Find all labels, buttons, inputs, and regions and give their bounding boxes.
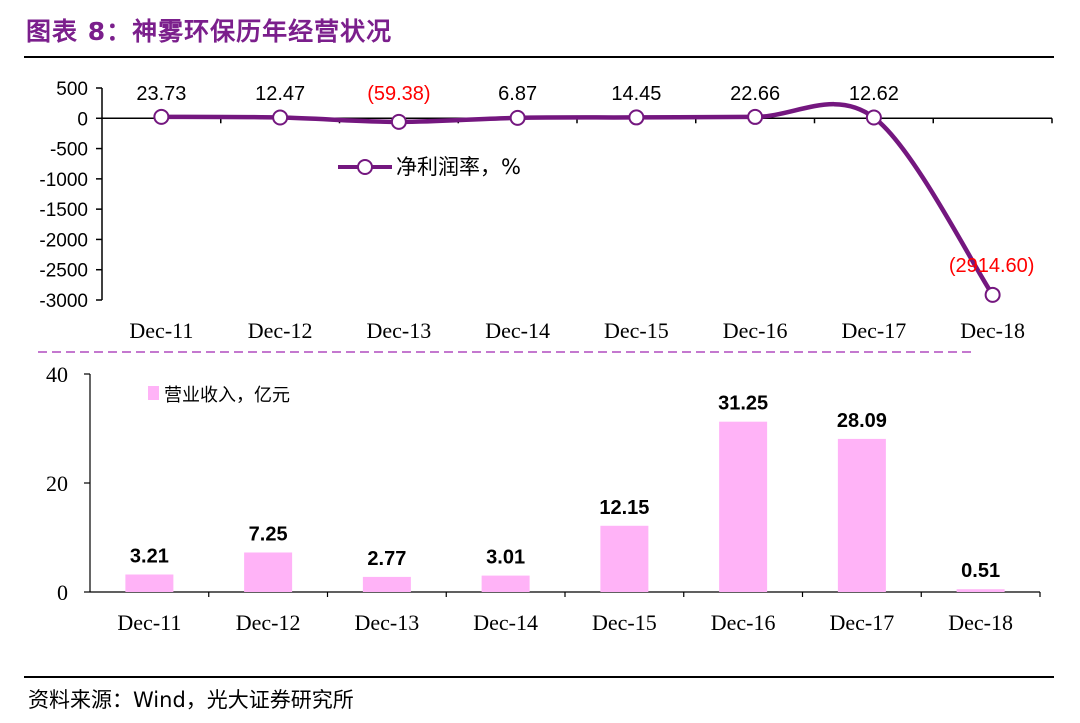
net-margin-line-chart: 500 0 -500 -1000 -1500 -2000 -2500 -3000 Dec-11… [39, 79, 1053, 343]
bar-x-tick-label: Dec-14 [473, 610, 538, 635]
revenue-bar [719, 421, 768, 592]
line-y-axis: 500 0 -500 -1000 -1500 -2000 -2500 -3000 [39, 79, 103, 312]
revenue-bar [837, 438, 886, 592]
net-margin-data-label: (59.38) [367, 83, 430, 105]
figure-title: 图表 8：神雾环保历年经营状况 [26, 17, 393, 46]
bar-y-tick-label: 40 [46, 362, 68, 387]
revenue-data-label: 0.51 [961, 560, 1000, 582]
line-x-tick-label: Dec-12 [248, 318, 313, 343]
revenue-bar [125, 574, 174, 592]
bar-x-tick-label: Dec-18 [948, 610, 1013, 635]
line-y-tick-label: -3000 [39, 291, 88, 312]
net-margin-data-label: 22.66 [730, 83, 780, 105]
revenue-bar [362, 576, 411, 592]
net-margin-point [272, 109, 289, 126]
source-rule [24, 676, 1054, 678]
source-note: 资料来源：Wind，光大证券研究所 [28, 688, 354, 712]
bar-x-tick-label: Dec-17 [830, 610, 895, 635]
bar-x-tick-label: Dec-16 [711, 610, 776, 635]
revenue-data-label: 3.21 [130, 546, 169, 568]
net-margin-point [984, 286, 1001, 303]
revenue-data-label: 31.25 [718, 393, 768, 415]
line-x-tick-label: Dec-13 [367, 318, 432, 343]
net-margin-point [628, 109, 645, 126]
line-y-tick-label: -500 [50, 140, 88, 161]
net-margin-point [747, 108, 764, 125]
revenue-bar [244, 552, 293, 592]
bar-x-axis: Dec-11 Dec-12 Dec-13 Dec-14 Dec-15 Dec-16 Dec-… [90, 591, 1041, 635]
line-x-axis: Dec-11 Dec-12 Dec-13 Dec-14 Dec-15 Dec-16 Dec-… [102, 117, 1053, 343]
bar-y-axis: 40 20 0 [46, 362, 91, 605]
revenue-data-labels: 3.21 7.25 2.77 3.01 12.15 31.25 28.09 0.51 [130, 393, 1000, 583]
revenue-data-label: 12.15 [599, 497, 649, 519]
net-margin-data-label: 12.47 [255, 83, 305, 105]
bar-y-tick-label: 20 [46, 471, 68, 496]
net-margin-data-label: 12.62 [849, 83, 899, 105]
net-margin-point [509, 109, 526, 126]
line-x-tick-label: Dec-17 [842, 318, 907, 343]
line-y-tick-label: 500 [56, 79, 88, 100]
revenue-bar [600, 525, 649, 592]
legend-bar-swatch [148, 386, 159, 400]
bar-x-tick-label: Dec-13 [355, 610, 420, 635]
legend-marker-swatch [357, 159, 373, 175]
bar-y-tick-label: 0 [57, 580, 68, 605]
legend-label-net-margin: 净利润率，% [396, 155, 521, 179]
line-y-tick-label: -2500 [39, 261, 88, 282]
bar-x-tick-label: Dec-11 [117, 610, 181, 635]
net-margin-series [153, 101, 1001, 303]
line-x-tick-label: Dec-14 [485, 318, 550, 343]
line-y-tick-label: -2000 [39, 230, 88, 251]
net-margin-data-label: 6.87 [498, 83, 537, 105]
revenue-series [125, 421, 1005, 592]
bar-legend: 营业收入，亿元 [148, 385, 290, 406]
legend-label-revenue: 营业收入，亿元 [164, 385, 290, 406]
line-legend: 净利润率，% [338, 155, 521, 179]
net-margin-data-label: 23.73 [136, 83, 186, 105]
net-margin-data-label: 14.45 [611, 83, 661, 105]
bar-x-tick-label: Dec-15 [592, 610, 657, 635]
revenue-bar [481, 575, 530, 592]
net-margin-line [161, 101, 995, 297]
title-rule [24, 56, 1054, 58]
line-y-tick-label: -1500 [39, 200, 88, 221]
revenue-data-label: 3.01 [486, 547, 525, 569]
line-x-tick-label: Dec-18 [960, 318, 1025, 343]
net-margin-data-label: (2914.60) [949, 255, 1035, 277]
line-y-tick-label: -1000 [39, 170, 88, 191]
revenue-data-label: 7.25 [249, 523, 288, 545]
line-x-tick-label: Dec-16 [723, 318, 788, 343]
net-margin-data-labels: 23.73 12.47 (59.38) 6.87 14.45 22.66 12.62 (291… [136, 83, 1034, 277]
revenue-data-label: 28.09 [837, 410, 887, 432]
line-x-tick-label: Dec-15 [604, 318, 669, 343]
line-x-tick-label: Dec-11 [129, 318, 193, 343]
line-y-tick-label: 0 [77, 109, 88, 130]
revenue-bar [956, 589, 1005, 592]
net-margin-point [865, 109, 882, 126]
net-margin-point [153, 108, 170, 125]
bar-x-tick-label: Dec-12 [236, 610, 301, 635]
revenue-data-label: 2.77 [367, 548, 406, 570]
net-margin-point [390, 113, 407, 130]
